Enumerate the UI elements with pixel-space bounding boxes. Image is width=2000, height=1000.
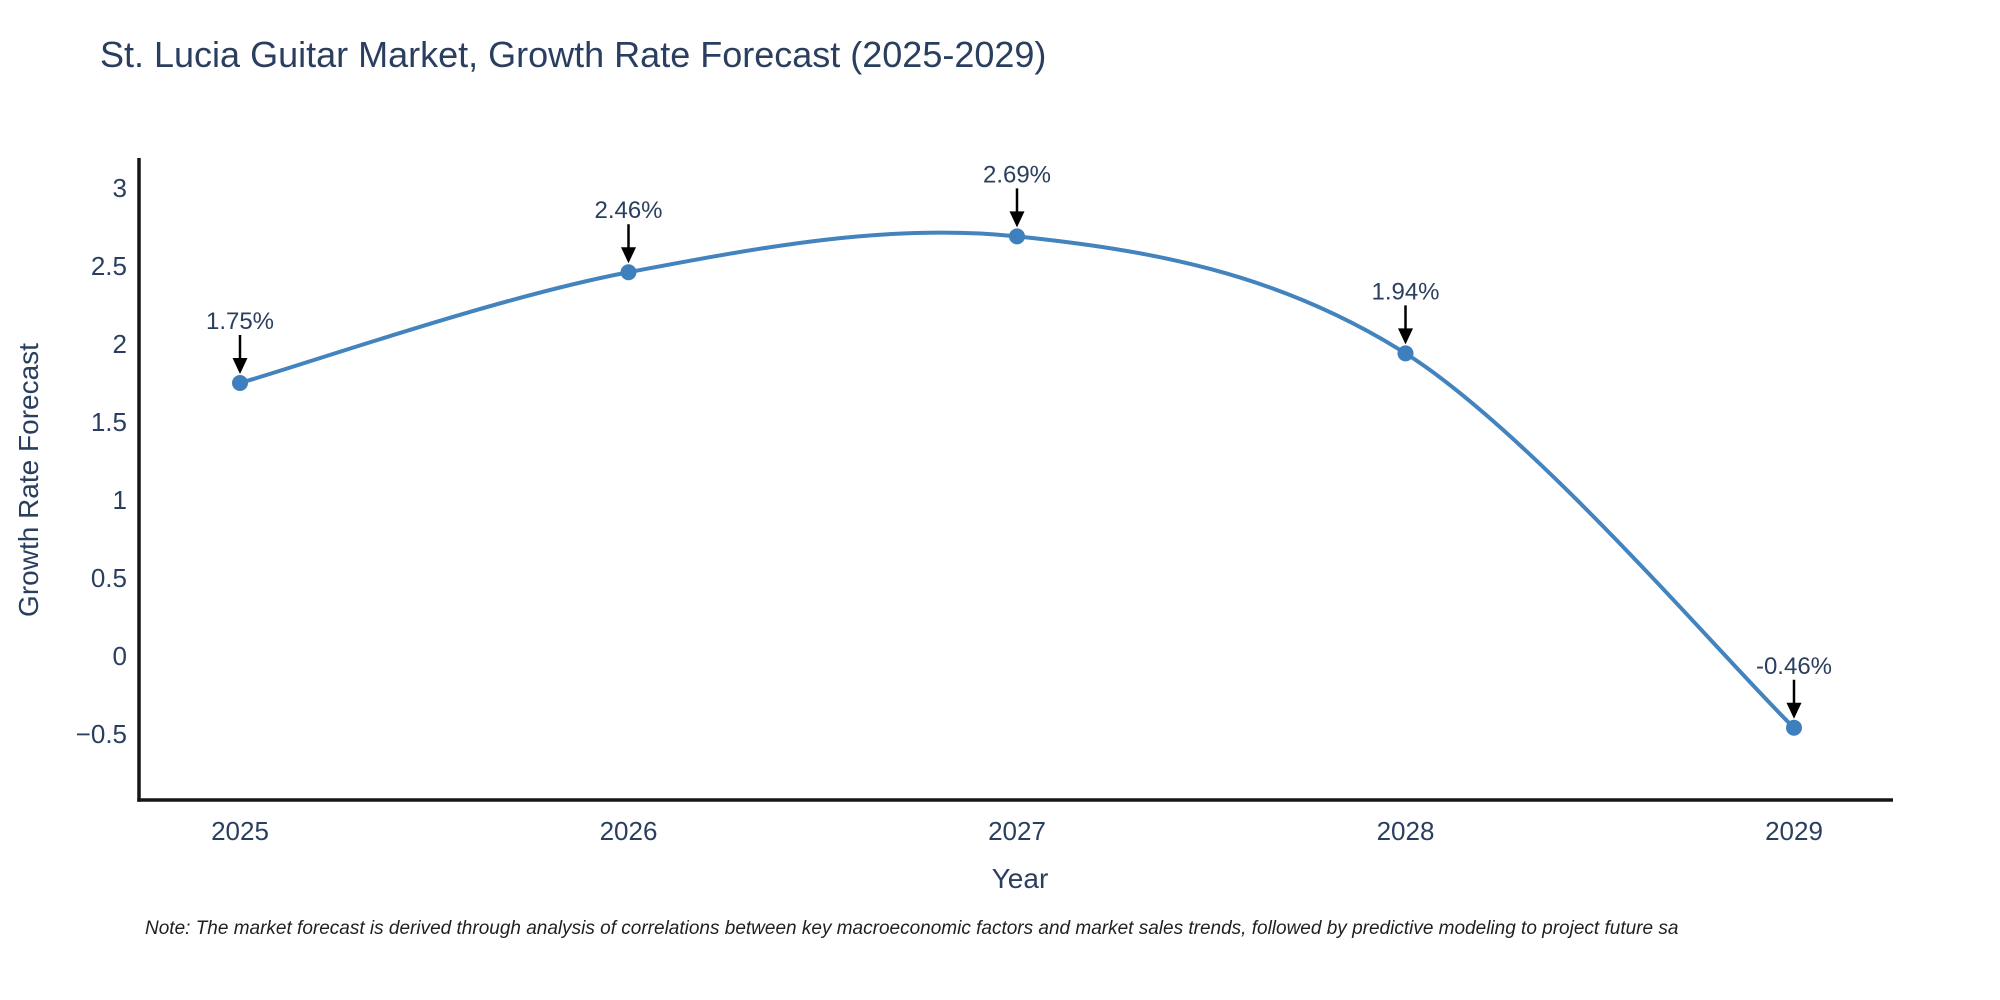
chart-title: St. Lucia Guitar Market, Growth Rate For… — [100, 34, 1047, 75]
x-tick-label: 2029 — [1765, 816, 1823, 846]
point-annotation: -0.46% — [1756, 653, 1832, 719]
point-label: 2.69% — [983, 161, 1051, 188]
annotation-arrow-head — [1009, 211, 1025, 228]
data-point-marker[interactable] — [1009, 228, 1025, 245]
x-axis-tick-labels: 2025 2026 2027 2028 2029 — [211, 816, 1823, 846]
y-axis-tick-labels: 3 2.5 2 1.5 1 0.5 0 −0.5 — [76, 173, 127, 749]
point-label: 2.46% — [594, 197, 662, 224]
data-point-marker[interactable] — [620, 264, 637, 281]
x-tick-label: 2026 — [600, 816, 658, 846]
data-points — [232, 228, 1802, 736]
series-line — [238, 230, 1796, 730]
annotation-arrow-head — [232, 358, 248, 374]
y-tick-label: 0 — [113, 641, 127, 671]
data-point-marker[interactable] — [1397, 345, 1414, 362]
y-tick-label: 2 — [113, 329, 127, 359]
data-point-marker[interactable] — [1786, 719, 1802, 736]
x-tick-label: 2025 — [211, 816, 269, 846]
point-annotation: 2.69% — [983, 161, 1051, 228]
x-axis-title: Year — [992, 863, 1049, 894]
y-tick-label: 3 — [113, 173, 127, 203]
data-point-marker[interactable] — [232, 375, 248, 391]
y-tick-label: −0.5 — [76, 719, 127, 749]
y-tick-label: 2.5 — [91, 251, 127, 281]
annotation-arrow-head — [1786, 702, 1802, 719]
annotation-arrow-head — [621, 247, 636, 264]
point-annotations: 1.75% 2.46% 2.69% 1.94% -0.46% — [206, 161, 1832, 719]
y-tick-label: 1 — [113, 485, 127, 515]
x-tick-label: 2028 — [1377, 816, 1435, 846]
point-label: 1.75% — [206, 308, 274, 335]
annotation-arrow-head — [1398, 328, 1413, 345]
point-annotation: 2.46% — [594, 197, 663, 264]
x-tick-label: 2027 — [988, 816, 1046, 846]
footnote: Note: The market forecast is derived thr… — [145, 918, 1679, 939]
point-label: 1.94% — [1371, 278, 1439, 305]
point-label: -0.46% — [1756, 653, 1832, 680]
point-annotation: 1.94% — [1371, 278, 1440, 345]
y-axis-title: Growth Rate Forecast — [13, 343, 44, 617]
point-annotation: 1.75% — [206, 308, 274, 374]
y-tick-label: 1.5 — [91, 407, 127, 437]
y-tick-label: 0.5 — [91, 563, 127, 593]
